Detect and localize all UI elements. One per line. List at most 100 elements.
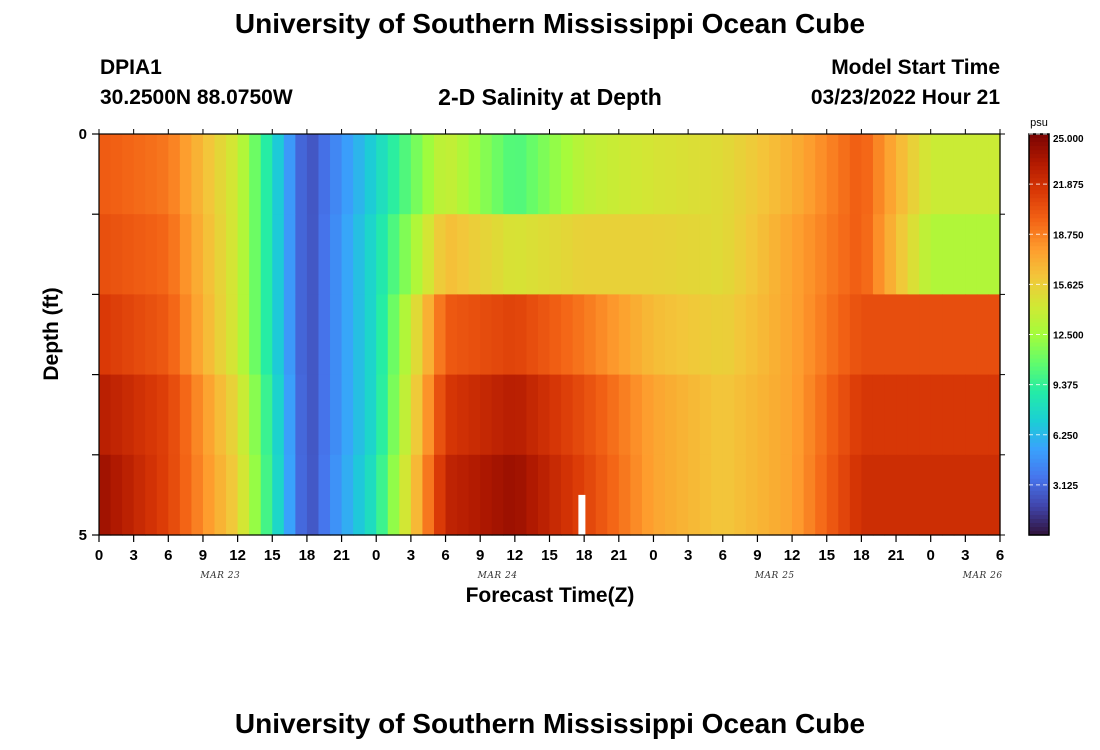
heatmap-cell — [584, 134, 597, 215]
heatmap-cell — [699, 214, 712, 295]
colorbar-swatch — [1029, 478, 1049, 484]
heatmap-cell — [468, 134, 481, 215]
heatmap-cell — [988, 374, 1001, 456]
heatmap-cell — [341, 374, 354, 456]
heatmap-cell — [341, 454, 354, 536]
heatmap-cell — [202, 134, 216, 215]
heatmap-cell — [514, 214, 527, 295]
heatmap-cell — [584, 294, 597, 376]
colorbar-unit: psu — [1030, 117, 1048, 129]
colorbar-swatch — [1029, 242, 1049, 247]
heatmap-cell — [768, 294, 782, 376]
heatmap-cell — [514, 454, 527, 536]
heatmap-cell — [156, 374, 169, 456]
colorbar-swatch — [1029, 142, 1049, 147]
heatmap-cell — [399, 214, 412, 295]
heatmap-cell — [503, 134, 516, 215]
heatmap-cell — [249, 294, 262, 376]
heatmap-cell — [803, 374, 816, 456]
heatmap-cell — [376, 214, 389, 295]
heatmap-cell — [826, 374, 839, 456]
heatmap-cell — [422, 374, 435, 456]
heatmap-cell — [445, 454, 458, 536]
colorbar-swatch — [1029, 262, 1049, 267]
colorbar-swatch — [1029, 378, 1049, 384]
heatmap-cell — [330, 294, 343, 376]
heatmap-cell — [976, 214, 990, 295]
heatmap-cell — [815, 374, 828, 456]
heatmap-cell — [942, 214, 955, 295]
heatmap-cell — [942, 454, 955, 536]
heatmap-cell — [849, 454, 862, 536]
colorbar-swatch — [1029, 358, 1049, 364]
day-label: MAR 24 — [477, 571, 518, 581]
heatmap-cell — [872, 374, 886, 456]
heatmap-cell — [330, 134, 343, 215]
heatmap-cell — [595, 134, 608, 215]
x-tick-label: 12 — [507, 547, 524, 564]
heatmap-cell — [226, 294, 239, 376]
colorbar-tick-label: 12.500 — [1053, 331, 1084, 342]
heatmap-cell — [214, 214, 227, 295]
x-tick-label: 18 — [853, 547, 870, 564]
heatmap-cell — [676, 294, 689, 376]
heatmap-cell — [341, 134, 354, 215]
heatmap-cell — [722, 454, 735, 536]
colorbar-swatch — [1029, 266, 1049, 271]
heatmap-cell — [665, 134, 678, 215]
heatmap-cell — [457, 374, 470, 456]
heatmap-cell — [641, 454, 655, 536]
heatmap-cell — [410, 294, 424, 376]
heatmap-cell — [526, 214, 539, 295]
colorbar-swatch — [1029, 186, 1049, 191]
heatmap-cell — [653, 134, 666, 215]
x-tick-label: 0 — [927, 547, 935, 564]
heatmap-cell — [249, 214, 262, 295]
colorbar-swatch — [1029, 278, 1049, 283]
heatmap-cell — [468, 374, 481, 456]
colorbar-swatch — [1029, 258, 1049, 263]
heatmap-cell — [688, 134, 701, 215]
heatmap-cell — [226, 454, 239, 536]
colorbar-swatch — [1029, 202, 1049, 207]
x-tick-label: 6 — [441, 547, 449, 564]
heatmap-cell — [884, 134, 897, 215]
x-tick-label: 0 — [95, 547, 103, 564]
x-tick-label: 12 — [784, 547, 801, 564]
heatmap-cell — [491, 214, 504, 295]
heatmap-cell — [410, 374, 424, 456]
heatmap-cell — [896, 294, 909, 376]
colorbar-swatch — [1029, 226, 1049, 231]
colorbar-tick-label: 6.250 — [1053, 431, 1078, 442]
heatmap-cell — [214, 134, 227, 215]
heatmap-cell — [653, 374, 666, 456]
heatmap-cell — [156, 294, 169, 376]
heatmap-cell — [399, 134, 412, 215]
heatmap-cell — [433, 134, 447, 215]
heatmap-cell — [965, 294, 978, 376]
heatmap-cell — [688, 454, 701, 536]
heatmap-cell — [907, 134, 920, 215]
heatmap-cell — [537, 214, 551, 295]
heatmap-cell — [849, 134, 862, 215]
colorbar-swatch — [1029, 178, 1049, 183]
heatmap-cell — [503, 214, 516, 295]
heatmap-cell — [457, 214, 470, 295]
heatmap-cell — [930, 454, 943, 536]
colorbar-swatch — [1029, 334, 1049, 340]
x-tick-label: 15 — [264, 547, 281, 564]
heatmap-cell — [249, 374, 262, 456]
heatmap-cell — [861, 374, 874, 456]
page-title: University of Southern Mississippi Ocean… — [234, 8, 866, 39]
heatmap-cell — [283, 294, 296, 376]
colorbar-swatch — [1029, 326, 1049, 332]
heatmap-cell — [665, 374, 678, 456]
colorbar-swatch — [1029, 506, 1049, 512]
heatmap-cell — [618, 214, 631, 295]
heatmap-cell — [953, 374, 966, 456]
colorbar-swatch — [1029, 502, 1049, 508]
heatmap-cell — [653, 454, 666, 536]
heatmap-cell — [260, 214, 273, 295]
heatmap-cell — [457, 134, 470, 215]
